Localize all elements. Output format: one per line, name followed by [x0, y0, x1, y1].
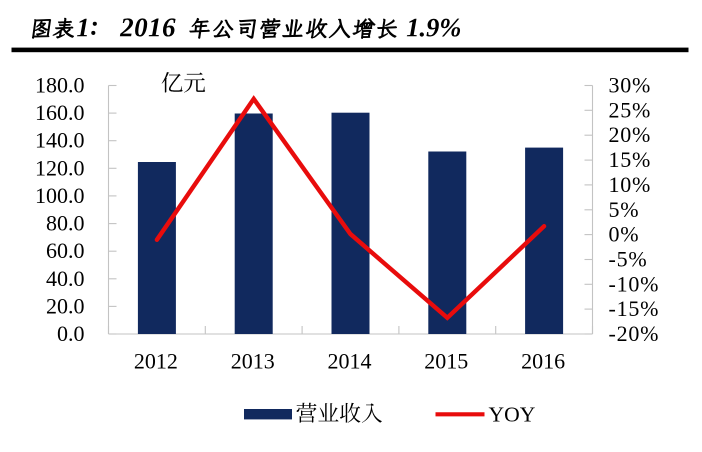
svg-text:0.0: 0.0 [57, 321, 85, 346]
svg-text:140.0: 140.0 [35, 128, 85, 153]
svg-text:30%: 30% [609, 73, 652, 98]
svg-text:5%: 5% [609, 197, 640, 222]
svg-text:180.0: 180.0 [35, 73, 85, 98]
svg-text:2015: 2015 [424, 349, 468, 374]
svg-text:2013: 2013 [231, 349, 275, 374]
svg-text:YOY: YOY [489, 402, 536, 426]
svg-text:10%: 10% [609, 172, 652, 197]
svg-text:40.0: 40.0 [46, 266, 85, 291]
svg-text:-20%: -20% [609, 321, 660, 346]
svg-text:25%: 25% [609, 97, 652, 122]
svg-text:20.0: 20.0 [46, 293, 85, 318]
svg-text:0%: 0% [609, 222, 640, 247]
svg-text:2014: 2014 [328, 349, 372, 374]
svg-text:-5%: -5% [609, 247, 648, 272]
svg-text:-10%: -10% [609, 271, 660, 296]
svg-text:15%: 15% [609, 147, 652, 172]
svg-text:60.0: 60.0 [46, 238, 85, 263]
svg-text:2012: 2012 [134, 349, 178, 374]
svg-text:-15%: -15% [609, 296, 660, 321]
svg-text:2016: 2016 [521, 349, 565, 374]
svg-text:100.0: 100.0 [35, 183, 85, 208]
svg-text:80.0: 80.0 [46, 211, 85, 236]
svg-text:20%: 20% [609, 122, 652, 147]
svg-text:120.0: 120.0 [35, 155, 85, 180]
svg-text:160.0: 160.0 [35, 100, 85, 125]
